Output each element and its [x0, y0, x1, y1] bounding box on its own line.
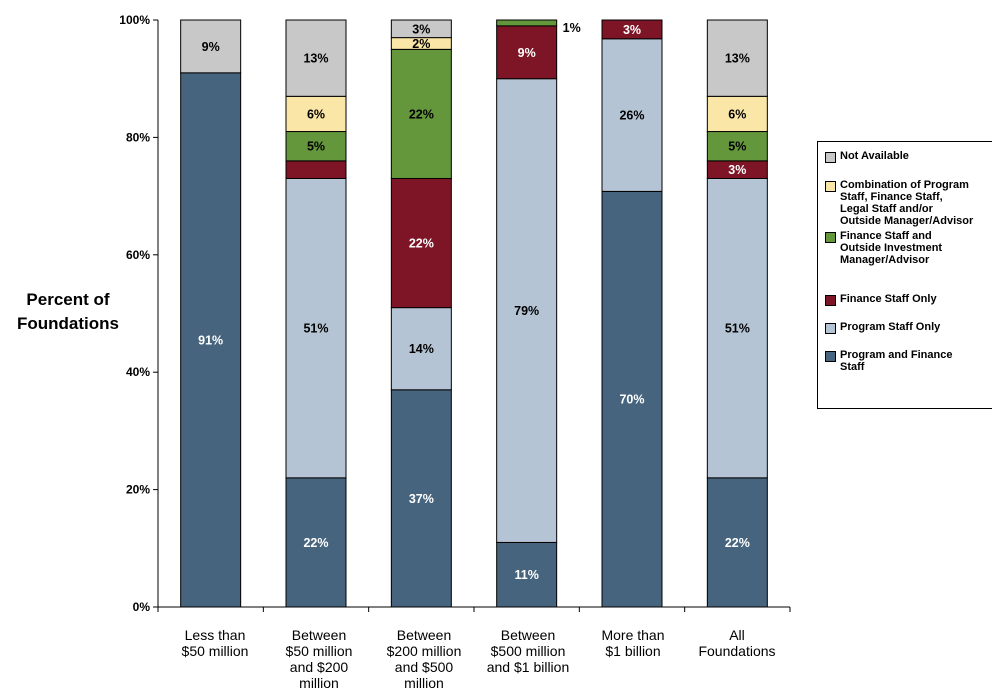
bar-segment	[390, 48, 452, 179]
data-label: 79%	[514, 304, 539, 318]
data-label: 26%	[619, 109, 644, 123]
data-label: 3%	[728, 163, 746, 177]
bar-segment	[390, 177, 452, 309]
legend-item-combination: Combination of Program Staff, Finance St…	[818, 179, 992, 227]
bar-segment	[706, 19, 768, 97]
bar-segment	[390, 307, 452, 391]
bar-segment	[285, 477, 347, 608]
legend-swatch	[825, 351, 836, 362]
legend-label: Program Staff Only	[840, 321, 941, 333]
bar-segment	[601, 190, 663, 608]
bar-segment	[706, 477, 768, 608]
y-axis-label: Percent of Foundations	[17, 290, 119, 333]
data-label: 9%	[518, 46, 536, 60]
chart-legend: Not Available Combination of Program Sta…	[817, 141, 992, 409]
bar-segment	[285, 131, 347, 162]
legend-swatch	[825, 232, 836, 243]
legend-label: Program and Finance Staff	[840, 349, 953, 373]
y-tick-label: 60%	[126, 248, 150, 262]
legend-label: Combination of Program Staff, Finance St…	[840, 179, 974, 227]
bar-segment	[706, 95, 768, 133]
legend-label: Finance Staff and Outside Investment Man…	[840, 230, 943, 266]
data-label: 6%	[307, 107, 325, 121]
data-label: 14%	[409, 342, 434, 356]
bar-segment	[601, 19, 663, 40]
y-tick-label: 40%	[126, 365, 150, 379]
y-tick-label: 100%	[119, 13, 150, 27]
data-label: 3%	[623, 23, 641, 37]
bar-segment	[706, 131, 768, 162]
data-label: 37%	[409, 492, 434, 506]
legend-item-finance-outside: Finance Staff and Outside Investment Man…	[818, 230, 992, 266]
data-label: 22%	[303, 536, 328, 550]
bar-segment	[285, 177, 347, 479]
legend-swatch	[825, 295, 836, 306]
data-label: 5%	[307, 140, 325, 154]
legend-item-program-finance: Program and Finance Staff	[818, 349, 992, 373]
x-tick-label: Less than $50 million	[181, 627, 249, 659]
legend-item-program-only: Program Staff Only	[818, 321, 992, 334]
data-label: 70%	[619, 393, 644, 407]
y-tick-label: 0%	[133, 600, 151, 614]
bar-segment	[285, 19, 347, 97]
bar-segment	[285, 95, 347, 133]
legend-swatch	[825, 181, 836, 192]
x-tick-label: All Foundations	[698, 627, 776, 659]
bar-segment	[496, 78, 558, 543]
x-tick-label: More than $1 billion	[601, 627, 665, 659]
x-tick-label: Between $200 million and $500 million	[386, 627, 462, 691]
legend-label: Finance Staff Only	[840, 293, 937, 305]
y-tick-label: 20%	[126, 483, 150, 497]
legend-label: Not Available	[840, 150, 909, 162]
y-tick-label: 80%	[126, 130, 150, 144]
legend-item-finance-only: Finance Staff Only	[818, 293, 992, 306]
data-label: 3%	[412, 22, 430, 36]
bar-segment	[390, 19, 452, 39]
data-label: 22%	[409, 107, 434, 121]
legend-swatch	[825, 152, 836, 163]
bar-segment	[390, 389, 452, 608]
data-label: 2%	[412, 37, 430, 51]
bar-segment	[285, 160, 347, 179]
data-label: 9%	[202, 40, 220, 54]
bar-segment	[706, 177, 768, 479]
data-label: 22%	[725, 536, 750, 550]
bar-segment	[496, 19, 558, 27]
x-tick-label: Between $500 million and $1 billion	[486, 627, 570, 675]
x-tick-label: Between $50 million and $200 million	[285, 627, 353, 691]
bar-segment	[496, 25, 558, 80]
data-label: 1%	[563, 21, 581, 35]
data-label: 13%	[303, 52, 328, 66]
bar-segment	[180, 19, 242, 74]
data-label: 13%	[725, 52, 750, 66]
data-label: 51%	[725, 322, 750, 336]
data-label: 11%	[514, 568, 538, 582]
legend-swatch	[825, 323, 836, 334]
data-label: 51%	[303, 322, 328, 336]
data-label: 6%	[728, 107, 746, 121]
data-label: 22%	[409, 237, 434, 251]
data-label: 5%	[728, 140, 746, 154]
data-label: 91%	[198, 333, 223, 347]
legend-item-not-available: Not Available	[818, 150, 992, 163]
